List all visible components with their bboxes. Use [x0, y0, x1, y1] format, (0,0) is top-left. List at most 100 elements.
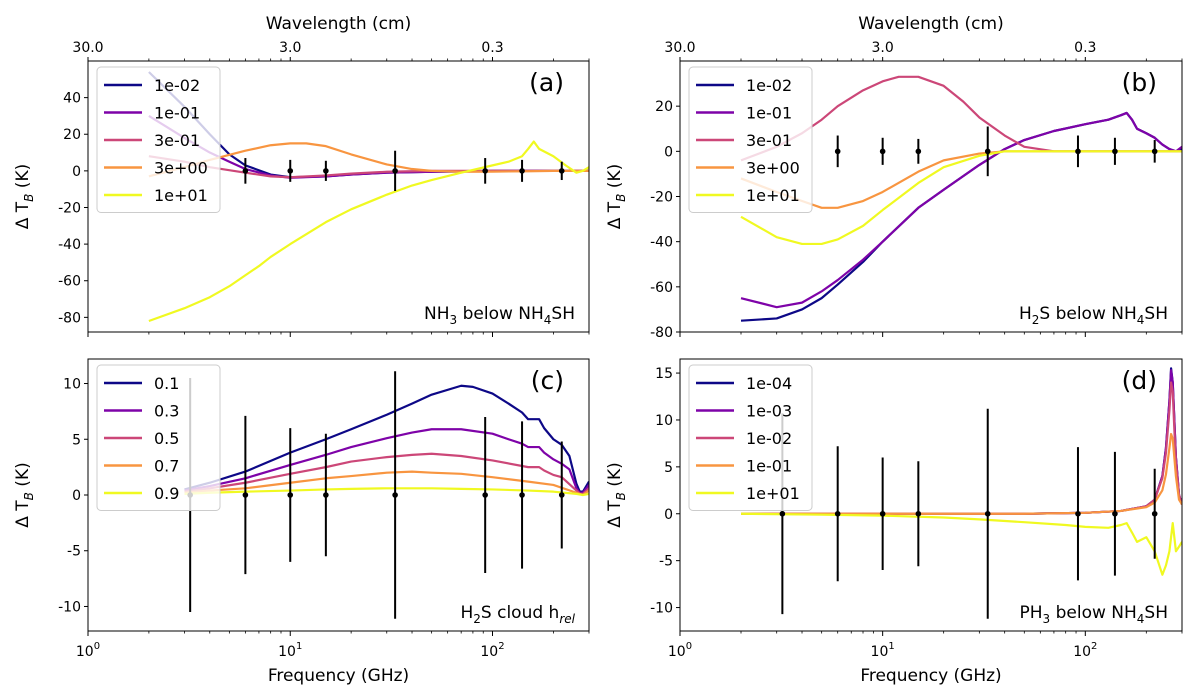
- y-tick-label: -20: [58, 200, 81, 216]
- axes-frame: [679, 358, 1183, 632]
- top-tick-label: 3.0: [872, 40, 894, 56]
- series-line-1e-01: [740, 111, 1182, 309]
- panel-label: (a): [529, 68, 564, 97]
- data-point: [834, 148, 841, 155]
- y-tick-label: -60: [58, 274, 81, 290]
- y-tick-label: 10: [63, 377, 81, 393]
- y-tick-label: -40: [58, 237, 81, 253]
- legend-label: 0.9: [154, 484, 179, 503]
- panel-c: -10 -5 0 5 10 100 101 102 Frequency (GHz) Δ TB (K…: [13, 358, 590, 686]
- data-point: [519, 492, 525, 498]
- legend-label: 1e-03: [746, 402, 792, 421]
- axes-frame: [87, 60, 590, 333]
- legend-label: 0.7: [154, 457, 179, 476]
- y-tick-label: -5: [659, 554, 673, 570]
- data-point: [984, 510, 991, 517]
- data-point: [984, 148, 991, 155]
- y-tick-label: 0: [72, 488, 81, 504]
- data-point: [1151, 510, 1158, 517]
- panel-annotation: NH3 below NH4SH: [424, 304, 575, 327]
- y-tick-label: 40: [63, 91, 81, 107]
- top-axis-title: Wavelength (cm): [266, 14, 411, 34]
- series-line-1e+01: [740, 512, 1182, 576]
- y-axis-title: Δ TB (K): [605, 462, 628, 527]
- y-tick-label: 15: [655, 366, 673, 382]
- panel-label: (d): [1122, 366, 1157, 395]
- data-point: [519, 168, 525, 174]
- legend-label: 0.1: [154, 374, 179, 393]
- legend-label: 1e-02: [154, 76, 200, 95]
- legend-box: [96, 66, 221, 213]
- y-tick-label: -5: [67, 544, 81, 560]
- x-tick-label: 102: [480, 641, 504, 660]
- top-tick-label: 30.0: [72, 40, 103, 56]
- y-tick-label: 20: [63, 127, 81, 143]
- y-tick-label: -20: [650, 190, 673, 206]
- x-tick-label: 100: [76, 641, 100, 660]
- data-point: [287, 168, 294, 174]
- legend-label: 3e+00: [154, 159, 208, 178]
- top-tick-label: 30.0: [664, 40, 695, 56]
- y-tick-label: -10: [58, 599, 81, 615]
- legend-label: 0.3: [154, 402, 179, 421]
- y-tick-label: -80: [58, 310, 81, 326]
- series-line-1e-01: [741, 432, 1182, 515]
- legend-label: 0.5: [154, 429, 179, 448]
- data-point: [558, 168, 565, 174]
- panel-annotation: H2S below NH4SH: [1019, 304, 1168, 327]
- data-point: [392, 168, 398, 174]
- top-tick-label: 0.3: [1074, 40, 1096, 56]
- legend-label: 1e-01: [154, 104, 200, 123]
- legend-label: 1e-02: [746, 429, 792, 448]
- legend-box: [96, 364, 221, 511]
- data-point: [779, 510, 786, 517]
- data-point: [1112, 510, 1118, 517]
- legend-label: 1e-04: [746, 374, 792, 393]
- data-point: [1075, 148, 1081, 155]
- panel-a: -80 -60 -40 -20 0 20 40 30.0 3.0 0.3 Wavelength (c…: [13, 14, 590, 337]
- data-point: [323, 492, 329, 498]
- panel-b: -80 -60 -40 -20 0 20 30.0 3.0 0.3 Wavelength (cm)…: [605, 14, 1183, 341]
- y-tick-label: -80: [650, 325, 673, 341]
- data-point: [323, 168, 329, 174]
- data-point: [879, 510, 886, 517]
- y-tick-label: -10: [650, 601, 673, 617]
- data-point: [915, 510, 922, 517]
- x-tick-label: 101: [871, 641, 895, 660]
- panel-label: (b): [1122, 68, 1157, 97]
- data-point: [1075, 510, 1081, 517]
- series-line-3e+00: [148, 142, 589, 178]
- y-axis-title: Δ TB (K): [13, 462, 36, 527]
- y-tick-label: -60: [650, 280, 673, 296]
- x-tick-label: 101: [278, 641, 302, 660]
- panel-d: -10 -5 0 5 10 15 100 101 102 Frequency (GHz) Δ TB …: [605, 358, 1183, 686]
- y-tick-label: 20: [655, 99, 673, 115]
- y-tick-label: -40: [650, 235, 673, 251]
- y-tick-label: 5: [664, 460, 673, 476]
- panel-annotation: H2S cloud hrel: [460, 603, 575, 626]
- legend-label: 1e+01: [746, 484, 800, 503]
- legend-label: 3e-01: [154, 131, 200, 150]
- x-tick-label: 100: [668, 641, 692, 660]
- series-line-1e+01: [740, 150, 1182, 246]
- legend-box: [688, 66, 813, 213]
- y-axis-title: Δ TB (K): [13, 164, 36, 229]
- series-line-0.9: [184, 487, 589, 497]
- legend-label: 1e-01: [746, 104, 792, 123]
- x-tick-label: 102: [1073, 641, 1097, 660]
- y-tick-label: 0: [72, 164, 81, 180]
- x-axis-title: Frequency (GHz): [860, 666, 1001, 686]
- panel-annotation: PH3 below NH4SH: [1020, 603, 1169, 626]
- legend-box: [688, 364, 813, 511]
- series-line-0.3: [184, 428, 589, 494]
- data-point: [558, 492, 565, 498]
- data-point: [1112, 148, 1118, 155]
- legend-label: 3e-01: [746, 131, 792, 150]
- data-point: [242, 492, 249, 498]
- data-point: [242, 168, 249, 174]
- top-tick-label: 3.0: [279, 40, 301, 56]
- legend-label: 1e+01: [154, 186, 208, 205]
- y-tick-label: 0: [664, 507, 673, 523]
- data-point: [287, 492, 294, 498]
- y-tick-label: 5: [72, 432, 81, 448]
